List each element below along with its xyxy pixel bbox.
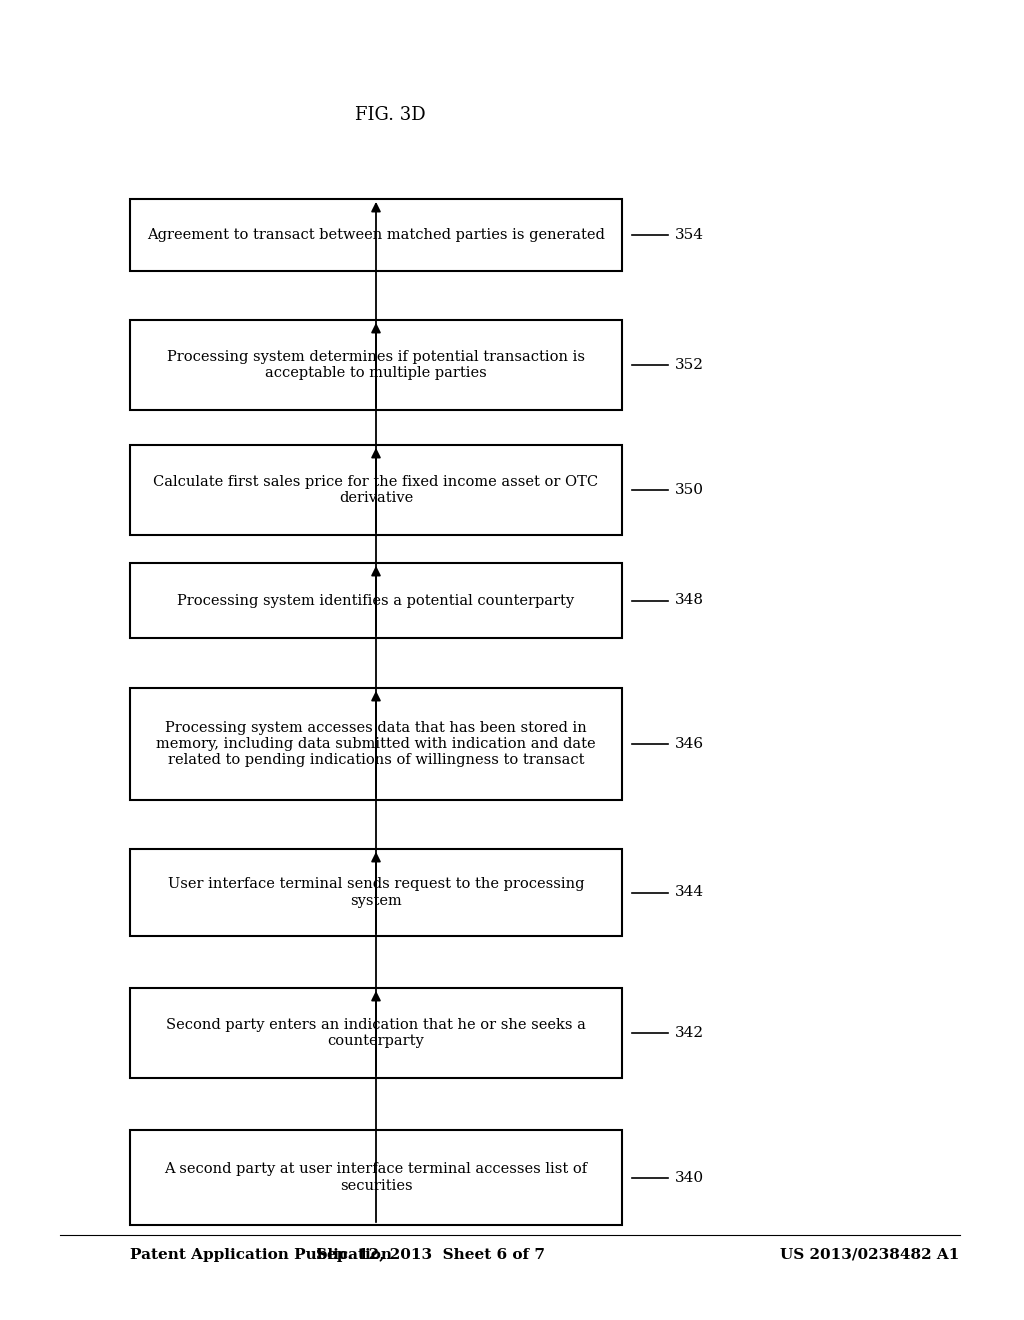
Bar — [130, 319, 622, 411]
Text: Patent Application Publication: Patent Application Publication — [130, 1247, 392, 1262]
Text: Processing system accesses data that has been stored in
memory, including data s: Processing system accesses data that has… — [157, 721, 596, 767]
Bar — [130, 199, 622, 271]
Text: 340: 340 — [675, 1171, 705, 1184]
Text: Sep. 12, 2013  Sheet 6 of 7: Sep. 12, 2013 Sheet 6 of 7 — [315, 1247, 545, 1262]
Text: A second party at user interface terminal accesses list of
securities: A second party at user interface termina… — [165, 1163, 588, 1192]
Bar — [130, 445, 622, 535]
Text: FIG. 3D: FIG. 3D — [354, 106, 425, 124]
Text: 344: 344 — [675, 886, 705, 899]
Bar — [130, 564, 622, 638]
Bar — [130, 987, 622, 1078]
Text: Processing system identifies a potential counterparty: Processing system identifies a potential… — [177, 594, 574, 607]
Text: Second party enters an indication that he or she seeks a
counterparty: Second party enters an indication that h… — [166, 1018, 586, 1048]
Text: 350: 350 — [675, 483, 705, 498]
Text: 346: 346 — [675, 737, 705, 751]
Text: User interface terminal sends request to the processing
system: User interface terminal sends request to… — [168, 878, 585, 908]
Text: US 2013/0238482 A1: US 2013/0238482 A1 — [780, 1247, 959, 1262]
Bar — [130, 1130, 622, 1225]
Text: 342: 342 — [675, 1026, 705, 1040]
Text: 352: 352 — [675, 358, 705, 372]
Text: 348: 348 — [675, 594, 705, 607]
Bar — [130, 688, 622, 800]
Text: 354: 354 — [675, 228, 705, 242]
Text: Calculate first sales price for the fixed income asset or OTC
derivative: Calculate first sales price for the fixe… — [154, 475, 599, 506]
Text: Processing system determines if potential transaction is
acceptable to multiple : Processing system determines if potentia… — [167, 350, 585, 380]
Bar — [130, 849, 622, 936]
Text: Agreement to transact between matched parties is generated: Agreement to transact between matched pa… — [147, 228, 605, 242]
